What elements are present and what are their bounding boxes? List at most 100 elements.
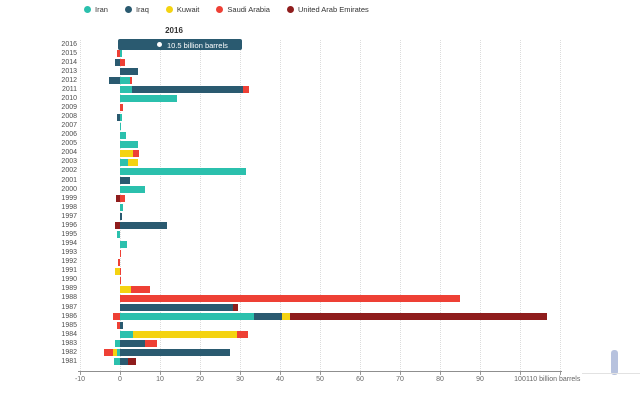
bar-segment-iran-1982[interactable] (117, 349, 120, 357)
bar-segment-iraq-1985[interactable] (120, 322, 123, 330)
bar-segment-saudi-arabia-1982[interactable] (104, 349, 114, 357)
gridline (160, 40, 161, 371)
bar-segment-iran-1983[interactable] (115, 340, 120, 348)
bar-segment-iran-2000[interactable] (120, 186, 146, 194)
bar-segment-saudi-arabia-1989[interactable] (130, 285, 150, 293)
legend-dot-icon (286, 6, 294, 13)
y-axis-label: 2015 (61, 49, 77, 57)
bar-segment-iraq-2013[interactable] (120, 68, 138, 76)
y-axis-label: 1995 (61, 230, 77, 238)
bar-segment-iran-1995[interactable] (116, 231, 120, 239)
bar-segment-united-arab-emirates-1981[interactable] (128, 358, 136, 366)
bar-segment-iran-1986[interactable] (120, 313, 254, 321)
y-axis-label: 2014 (61, 58, 77, 66)
bar-segment-iraq-1987[interactable] (120, 304, 234, 312)
legend-item-united-arab-emirates[interactable]: United Arab Emirates (286, 5, 369, 14)
bar-segment-kuwait-1982[interactable] (113, 349, 118, 357)
y-axis-label: 1998 (61, 203, 77, 211)
bar-segment-iran-2005[interactable] (120, 140, 138, 148)
legend: Iran Iraq Kuwait Saudi Arabia United Ara… (84, 5, 369, 14)
bar-segment-saudi-arabia-1988[interactable] (120, 294, 460, 302)
y-axis-label: 2002 (61, 167, 77, 175)
bar-segment-saudi-arabia-1984[interactable] (236, 331, 249, 339)
bar-segment-iran-1981[interactable] (114, 358, 120, 366)
bar-segment-kuwait-1986[interactable] (281, 313, 290, 321)
bar-segment-iran-1998[interactable] (120, 204, 124, 212)
bar-segment-iraq-2014[interactable] (115, 59, 120, 67)
bar-segment-iraq-2001[interactable] (120, 177, 130, 185)
bar-segment-saudi-arabia-1985[interactable] (117, 322, 120, 330)
bar-segment-iraq-1986[interactable] (254, 313, 282, 321)
x-axis-label: 80 (436, 376, 444, 383)
y-axis-label: 1994 (61, 240, 77, 248)
bar-segment-saudi-arabia-2009[interactable] (120, 104, 124, 112)
bar-segment-iraq-1982[interactable] (120, 349, 230, 357)
y-axis-label: 1987 (61, 303, 77, 311)
bar-segment-iran-2008[interactable] (120, 113, 122, 121)
bar-segment-iraq-1981[interactable] (120, 358, 128, 366)
y-axis-label: 2007 (61, 122, 77, 130)
x-axis-tick (280, 371, 281, 375)
bar-segment-iraq-2011[interactable] (132, 86, 244, 94)
legend-item-kuwait[interactable]: Kuwait (165, 5, 200, 14)
bar-segment-saudi-arabia-2011[interactable] (243, 86, 250, 94)
legend-item-iraq[interactable]: Iraq (124, 5, 149, 14)
gridline (320, 40, 321, 371)
scrollbar-thumb[interactable] (611, 350, 618, 375)
legend-item-saudi-arabia[interactable]: Saudi Arabia (216, 5, 270, 14)
bar-segment-kuwait-2003[interactable] (128, 158, 138, 166)
x-axis-label: -10 (74, 376, 86, 383)
gridline (560, 40, 561, 371)
bar-segment-iraq-1997[interactable] (120, 213, 122, 221)
bar-segment-saudi-arabia-1993[interactable] (120, 249, 122, 257)
bar-segment-iran-2010[interactable] (120, 95, 177, 103)
bar-segment-saudi-arabia-1983[interactable] (144, 340, 158, 348)
bar-segment-iran-2002[interactable] (120, 167, 246, 175)
legend-dot-icon (124, 6, 132, 13)
bar-segment-iran-1984[interactable] (120, 331, 134, 339)
gridline (280, 40, 281, 371)
bar-segment-saudi-arabia-2014[interactable] (120, 59, 126, 67)
bar-segment-kuwait-1984[interactable] (133, 331, 237, 339)
legend-label: Kuwait (176, 5, 200, 14)
bar-segment-saudi-arabia-1986[interactable] (113, 313, 120, 321)
bar-segment-iran-2012[interactable] (120, 77, 130, 85)
x-axis-tick (360, 371, 361, 375)
legend-item-iran[interactable]: Iran (84, 5, 108, 14)
bar-segment-kuwait-1991[interactable] (115, 267, 120, 275)
bar-segment-saudi-arabia-2012[interactable] (130, 77, 132, 85)
bar-segment-iran-2006[interactable] (120, 131, 126, 139)
bar-segment-iran-2007[interactable] (120, 122, 121, 130)
bar-segment-iraq-1996[interactable] (120, 222, 168, 230)
bar-segment-saudi-arabia-1990[interactable] (120, 276, 122, 284)
bar-segment-iran-2011[interactable] (120, 86, 132, 94)
tooltip-year-title: 2016 (165, 26, 183, 35)
bar-segment-kuwait-1989[interactable] (120, 285, 131, 293)
bar-segment-iran-2003[interactable] (120, 158, 128, 166)
bar-segment-iraq-2008[interactable] (117, 113, 120, 121)
y-axis-label: 1989 (61, 285, 77, 293)
legend-dot-icon (165, 6, 173, 13)
x-axis-tick (560, 371, 561, 375)
bar-segment-kuwait-2004[interactable] (120, 149, 133, 157)
bar-segment-iran-1994[interactable] (120, 240, 128, 248)
bar-segment-iraq-1983[interactable] (120, 340, 145, 348)
bar-segment-saudi-arabia-1999[interactable] (120, 195, 126, 203)
bar-segment-iran-2015[interactable] (120, 50, 122, 58)
x-axis-tick (320, 371, 321, 375)
bar-segment-saudi-arabia-2015[interactable] (116, 50, 120, 58)
x-axis-tick (120, 371, 121, 375)
bar-segment-united-arab-emirates-1996[interactable] (115, 222, 120, 230)
x-axis-line (78, 371, 562, 372)
gridline (480, 40, 481, 371)
bar-segment-united-arab-emirates-1999[interactable] (116, 195, 120, 203)
bar-segment-united-arab-emirates-1987[interactable] (233, 304, 239, 312)
bar-segment-saudi-arabia-2004[interactable] (132, 149, 140, 157)
bar-segment-iraq-2012[interactable] (109, 77, 120, 85)
bar-segment-saudi-arabia-1992[interactable] (118, 258, 120, 266)
bar-segment-united-arab-emirates-1986[interactable] (290, 313, 547, 321)
bar-segment-saudi-arabia-1991[interactable] (120, 267, 122, 275)
x-axis-label: 30 (236, 376, 244, 383)
y-axis-label: 1984 (61, 330, 77, 338)
y-axis-label: 1986 (61, 312, 77, 320)
